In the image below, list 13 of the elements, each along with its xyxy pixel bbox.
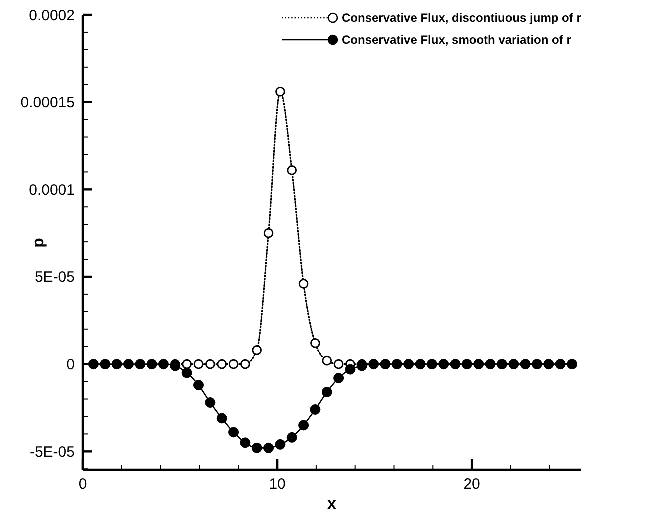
legend-label: Conservative Flux, discontiuous jump of r [342,11,582,26]
y-tick-label: 0 [66,356,75,374]
y-tick-label: 5E-05 [34,269,75,286]
y-tick-label: 0.00015 [20,94,75,112]
y-tick-label: -5E-05 [30,444,75,461]
legend-label: Conservative Flux, smooth variation of r [342,33,572,48]
x-tick-label: 0 [78,476,88,493]
y-tick-label: 0.0002 [29,7,75,24]
y-tick-label: 0.0001 [29,182,75,199]
x-tick-label: 10 [269,476,286,493]
y-axis-title: p [30,238,48,248]
x-axis-title: x [328,496,337,513]
x-tick-label: 20 [464,476,480,493]
